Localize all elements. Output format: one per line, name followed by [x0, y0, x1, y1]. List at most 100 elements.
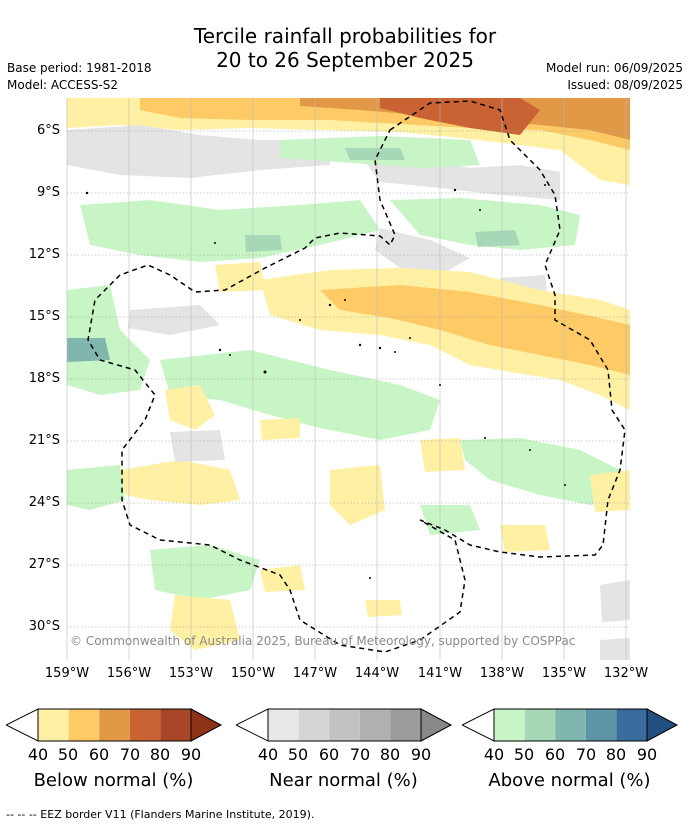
below-normal-region [215, 262, 265, 292]
near-normal-region [128, 305, 220, 335]
colorbar-tick: 80 [149, 745, 171, 764]
colorbar-tick: 50 [57, 745, 79, 764]
model-name: Model: ACCESS-S2 [7, 78, 119, 92]
lat-label: 27°S [28, 557, 60, 572]
below-normal-region [120, 460, 240, 505]
colorbar-swatch [359, 709, 391, 741]
colorbar-swatch [329, 709, 360, 741]
issued-date: Issued: 08/09/2025 [567, 78, 683, 92]
above-normal-region [460, 438, 630, 505]
above-normal-region [67, 338, 110, 362]
colorbar-swatch [160, 709, 191, 741]
model-run: Model run: 06/09/2025 [545, 61, 683, 75]
lon-label: 141°W [417, 666, 463, 681]
colorbar-tick: 70 [575, 745, 597, 764]
above-normal-region [67, 465, 125, 510]
below-normal-region [365, 600, 402, 617]
below-normal-region [420, 438, 465, 472]
above-normal-region [475, 230, 520, 247]
near-normal-region [67, 125, 330, 178]
islands [85, 184, 566, 579]
map-title-line-1: Tercile rainfall probabilities for [193, 24, 497, 48]
lon-label: 138°W [479, 666, 525, 681]
lon-label: 150°W [230, 666, 276, 681]
below-normal-region [380, 98, 540, 135]
colorbar-swatch [99, 709, 130, 741]
near-normal-region [600, 580, 630, 622]
colorbar-tick: 50 [287, 745, 309, 764]
lon-label: 132°W [603, 666, 649, 681]
above-normal-region [390, 198, 580, 250]
lon-label: 135°W [541, 666, 587, 681]
lon-label: 156°W [106, 666, 152, 681]
colorbar-tick: 70 [119, 745, 141, 764]
above-normal-region [150, 545, 260, 600]
above-normal-region [245, 235, 282, 252]
below-normal-region [330, 465, 385, 525]
lon-label: 159°W [44, 666, 90, 681]
lat-label: 9°S [36, 185, 60, 200]
copyright-credit: © Commonwealth of Australia 2025, Bureau… [70, 634, 576, 648]
near-normal-region [170, 430, 225, 462]
colorbar-swatch [524, 709, 556, 741]
lon-label: 144°W [354, 666, 400, 681]
lat-label: 30°S [28, 619, 60, 634]
colorbar-tick: 50 [513, 745, 535, 764]
graticule [67, 130, 630, 628]
colorbar-tick: 90 [180, 745, 202, 764]
below-normal-region [500, 525, 550, 552]
colorbar-tick: 40 [27, 745, 49, 764]
colorbar-swatch [494, 709, 525, 741]
above-normal-region [160, 350, 440, 440]
probability-map [66, 98, 630, 660]
colorbar-swatch [616, 709, 647, 741]
colorbar-tick: 90 [410, 745, 432, 764]
probability-field [67, 98, 630, 660]
below-normal-region [590, 470, 630, 512]
eez-footnote: -- -- -- EEZ border V11 (Flanders Marine… [6, 808, 315, 821]
lat-label: 18°S [28, 371, 60, 386]
below-normal-region [260, 418, 300, 440]
colorbar-tick: 90 [636, 745, 658, 764]
colorbar-title-above: Above normal (%) [488, 770, 651, 791]
map-title-line-2: 20 to 26 September 2025 [216, 48, 474, 72]
lon-label: 153°W [168, 666, 214, 681]
colorbar-swatch [129, 709, 161, 741]
lat-label: 24°S [28, 495, 60, 510]
lon-label: 147°W [292, 666, 338, 681]
colorbar-tick: 60 [544, 745, 566, 764]
colorbar-swatch [298, 709, 330, 741]
near-normal-region [375, 228, 470, 275]
below-normal-region [165, 385, 215, 430]
colorbar-swatch [585, 709, 617, 741]
colorbar-below-normal [6, 708, 223, 742]
near-normal-region [600, 638, 630, 660]
colorbar-above-normal [462, 708, 679, 742]
above-normal-region [300, 375, 365, 398]
colorbar-tick: 60 [88, 745, 110, 764]
colorbar-title-below: Below normal (%) [33, 770, 194, 791]
colorbar-tick: 80 [379, 745, 401, 764]
colorbar-title-near: Near normal (%) [269, 770, 418, 791]
colorbar-tick: 40 [257, 745, 279, 764]
lat-label: 6°S [36, 123, 60, 138]
colorbar-tick: 70 [349, 745, 371, 764]
colorbar-swatch [268, 709, 299, 741]
lat-label: 15°S [28, 309, 60, 324]
above-normal-region [420, 505, 480, 535]
base-period: Base period: 1981-2018 [7, 61, 152, 75]
above-normal-region [345, 148, 405, 160]
eez-border [87, 100, 626, 653]
lat-label: 21°S [28, 433, 60, 448]
colorbar-near-normal [236, 708, 453, 742]
colorbar-tick: 80 [605, 745, 627, 764]
colorbar-swatch [390, 709, 421, 741]
colorbar-tick: 60 [318, 745, 340, 764]
above-normal-region [80, 200, 380, 262]
colorbar-swatch [38, 709, 69, 741]
colorbar-swatch [555, 709, 586, 741]
colorbar-tick: 40 [483, 745, 505, 764]
below-normal-region [320, 285, 630, 375]
colorbar-swatch [68, 709, 100, 741]
lat-label: 12°S [28, 247, 60, 262]
